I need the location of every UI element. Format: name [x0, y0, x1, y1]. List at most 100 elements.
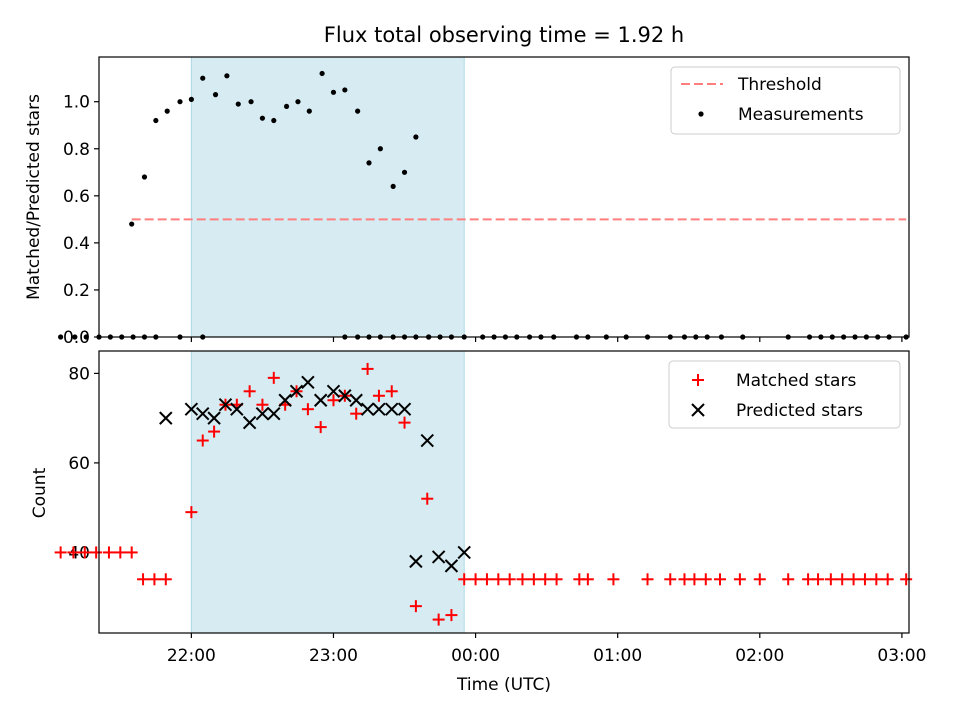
bottom-y-axis-label: Count [30, 467, 50, 518]
matched-star-point [539, 573, 552, 586]
matched-star-point [607, 573, 620, 586]
predicted-star-point [267, 406, 281, 421]
matched-star-point [733, 573, 746, 586]
measurement-point [342, 87, 348, 93]
matched-star-point [480, 573, 493, 586]
predicted-star-point [196, 406, 210, 421]
matched-star-point [114, 546, 127, 559]
matched-star-point [78, 546, 91, 559]
bottom-span [190, 350, 465, 634]
predicted-stars-points [159, 375, 471, 573]
matched-star-point [432, 613, 445, 626]
top-legend: Threshold Measurements [670, 66, 901, 135]
predicted-star-point [431, 550, 446, 564]
matched-star-point [314, 421, 327, 434]
measurement-point [164, 108, 170, 114]
matched-star-point [881, 573, 894, 586]
matched-star-point [67, 546, 80, 559]
matched-star-point [550, 573, 563, 586]
matched-star-point [421, 492, 434, 505]
matched-star-point [409, 600, 422, 613]
matched-star-point [900, 573, 913, 586]
matched-star-point [243, 385, 256, 398]
top-y-ticks: 0.00.20.40.60.81.0 [63, 93, 99, 348]
figure-title: Flux total observing time = 1.92 h [324, 23, 684, 47]
bottom-axes-frame [98, 350, 910, 634]
predicted-star-stroke-b [385, 402, 399, 416]
measurement-point [413, 134, 419, 140]
measurement-point [129, 221, 135, 227]
matched-star-point [125, 546, 138, 559]
predicted-star-point [301, 375, 315, 390]
x-axis-label: Time (UTC) [456, 675, 551, 695]
top-panel: 0.00.20.40.60.81.0 Matched/Predicted sta… [24, 56, 910, 348]
top-span [190, 56, 465, 338]
predicted-star-point [372, 402, 386, 416]
predicted-star-stroke-b [289, 384, 304, 398]
predicted-star-stroke-b [444, 559, 459, 573]
predicted-star-stroke-b [372, 402, 386, 416]
measurement-point [72, 334, 78, 340]
predicted-star-stroke-b [349, 393, 363, 407]
measurement-point [83, 334, 89, 340]
predicted-star-stroke-b [267, 406, 281, 421]
predicted-star-stroke-b [242, 415, 257, 430]
bottom-ytick-label: 80 [68, 364, 90, 384]
matched-star-point [458, 573, 471, 586]
matched-star-point [267, 371, 280, 384]
matched-star-point [327, 394, 340, 407]
legend-predicted-label: Predicted stars [736, 401, 863, 421]
matched-star-point [870, 573, 883, 586]
predicted-star-stroke-b [207, 411, 221, 425]
predicted-star-stroke-b [420, 433, 434, 448]
predicted-star-stroke-b [397, 402, 412, 416]
top-ytick-label: 0.8 [63, 140, 90, 160]
matched-star-point [858, 573, 871, 586]
matched-star-point [847, 573, 860, 586]
predicted-star-point [338, 389, 352, 403]
measurement-point [295, 99, 301, 105]
measurement-point [355, 108, 361, 114]
measurement-point [235, 101, 241, 107]
predicted-star-stroke-b [278, 393, 292, 407]
predicted-star-point [457, 545, 471, 560]
predicted-star-point [255, 406, 270, 421]
top-ytick-label: 1.0 [63, 93, 90, 113]
measurement-point [188, 96, 194, 102]
matched-star-point [90, 546, 103, 559]
matched-star-point [714, 573, 726, 586]
top-ytick-label: 0.4 [63, 234, 90, 254]
measurement-point [212, 92, 219, 98]
matched-star-point [137, 573, 150, 586]
matched-star-point [753, 573, 766, 586]
bottom-xtick-label: 23:00 [309, 646, 358, 666]
predicted-star-stroke-b [338, 389, 352, 403]
matched-star-point [641, 573, 654, 586]
legend-predicted-swatch [691, 403, 705, 417]
matched-star-point [256, 398, 269, 411]
predicted-star-point [207, 411, 221, 425]
measurement-point [377, 146, 383, 152]
bottom-x-ticks: 22:00 23:00 00:00 01:00 02:00 03:00 [167, 633, 926, 666]
matched-star-point [688, 573, 701, 586]
predicted-star-point [278, 393, 292, 407]
measurement-point [200, 75, 206, 81]
measurement-point [248, 99, 254, 105]
measurement-point [153, 117, 159, 124]
measurement-point [177, 99, 183, 105]
matched-star-point [196, 434, 209, 447]
measurement-point [283, 103, 290, 110]
predicted-star-stroke-b [230, 402, 244, 416]
matched-star-point [208, 425, 221, 438]
measurement-point [330, 89, 337, 95]
legend-matched-swatch [692, 374, 704, 386]
measurement-point [141, 174, 148, 180]
matched-star-point [350, 407, 363, 420]
predicted-star-point [159, 411, 173, 425]
matched-star-point [398, 416, 411, 429]
legend-measurements-label: Measurements [738, 105, 864, 125]
predicted-star-point [420, 433, 434, 448]
matched-star-point [445, 609, 458, 622]
matched-star-point [301, 403, 314, 416]
